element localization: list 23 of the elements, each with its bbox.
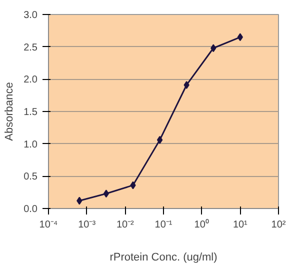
y-axis-title: Absorbance <box>4 82 16 141</box>
point <box>237 33 243 42</box>
y-tick-label: 0.5 <box>24 172 38 183</box>
point <box>130 181 136 190</box>
x-tick-label: 10⁻³ <box>78 220 96 230</box>
x-tick-label: 10² <box>271 220 286 230</box>
x-axis-title: rProtein Conc. (ug/ml) <box>110 252 218 264</box>
point <box>156 136 163 144</box>
x-tick-label: 10⁰ <box>194 218 210 230</box>
y-tick-label: 3.0 <box>24 10 38 21</box>
point <box>76 196 82 205</box>
point <box>210 44 216 52</box>
x-tick-label: 10⁻⁴ <box>39 220 58 230</box>
x-tick-label: 10⁻² <box>116 220 135 230</box>
point <box>103 190 110 198</box>
y-tick-label: 2.0 <box>24 74 38 86</box>
y-tick-label: 1.0 <box>24 139 38 150</box>
point <box>184 80 190 89</box>
y-tick-label: 1.5 <box>24 107 38 118</box>
y-tick-label: 2.5 <box>24 42 38 54</box>
x-tick-label: 10¹ <box>232 220 248 230</box>
x-tick-label: 10⁻¹ <box>154 220 173 230</box>
y-tick-label: 0.0 <box>24 204 38 215</box>
